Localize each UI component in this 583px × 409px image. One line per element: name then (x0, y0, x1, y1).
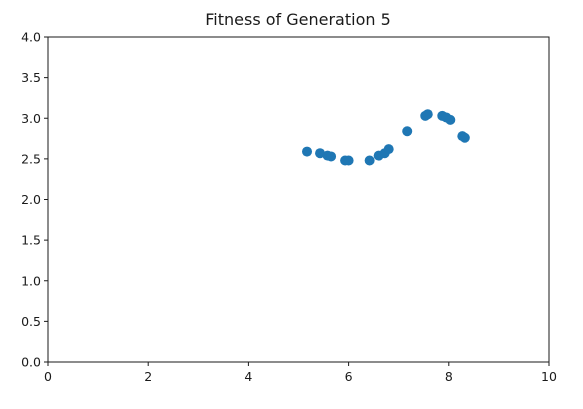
y-tick-label: 0.0 (21, 355, 41, 370)
x-tick-label: 4 (244, 369, 252, 384)
data-point (402, 126, 413, 137)
x-tick-label: 6 (345, 369, 353, 384)
data-point (326, 151, 337, 162)
plot-frame (47, 36, 550, 363)
data-point (422, 109, 433, 120)
x-tick-label: 8 (445, 369, 453, 384)
data-point (315, 148, 326, 159)
data-point (383, 144, 394, 155)
y-tick-label: 1.0 (21, 273, 41, 288)
y-tick-label: 3.5 (21, 70, 41, 85)
x-axis: 0 2 4 6 8 10 (44, 362, 557, 384)
chart-title: Fitness of Generation 5 (205, 10, 391, 29)
y-tick-label: 2.0 (21, 192, 41, 207)
data-point (343, 155, 354, 166)
y-tick-label: 1.5 (21, 233, 41, 248)
data-point (364, 155, 375, 166)
y-tick-label: 4.0 (21, 30, 41, 45)
y-tick-label: 3.0 (21, 111, 41, 126)
data-point (302, 146, 313, 157)
x-tick-label: 0 (44, 369, 52, 384)
y-tick-label: 2.5 (21, 151, 41, 166)
data-points (302, 109, 470, 166)
x-tick-label: 2 (144, 369, 152, 384)
x-tick-label: 10 (541, 369, 557, 384)
y-tick-label: 0.5 (21, 314, 41, 329)
data-point (445, 114, 456, 125)
y-axis: 0.0 0.5 1.0 1.5 2.0 2.5 3.0 3.5 4.0 (21, 30, 48, 370)
data-point (459, 132, 470, 143)
